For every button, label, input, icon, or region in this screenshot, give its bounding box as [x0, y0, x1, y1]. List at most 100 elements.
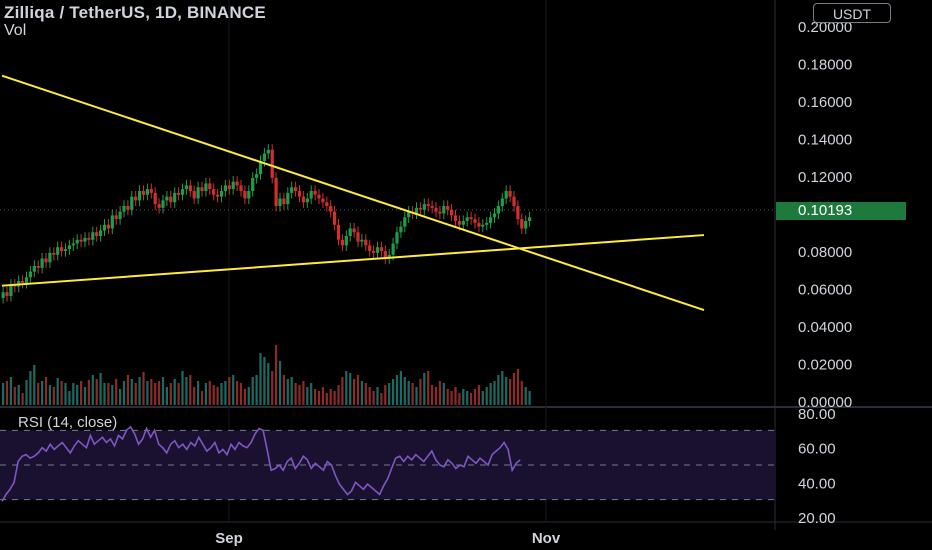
- volume-bar: [415, 387, 418, 405]
- candle-body: [524, 221, 528, 229]
- volume-bar: [228, 377, 231, 405]
- volume-bar: [193, 387, 196, 405]
- candle-body: [192, 191, 196, 199]
- rsi-indicator-label[interactable]: RSI (14, close): [18, 414, 118, 431]
- candle-body: [340, 239, 344, 246]
- volume-bar: [306, 387, 309, 405]
- candle-body: [87, 237, 91, 240]
- candle-body: [95, 232, 99, 236]
- volume-bar: [314, 389, 317, 405]
- volume-bar: [458, 393, 461, 405]
- volume-bar: [345, 371, 348, 405]
- candle-body: [196, 187, 200, 199]
- volume-bar: [317, 391, 321, 405]
- volume-bar: [119, 389, 122, 405]
- candle-body: [469, 217, 473, 220]
- volume-bar: [33, 365, 36, 405]
- candle-body: [5, 292, 9, 296]
- volume-bar: [68, 391, 71, 405]
- volume-bar: [520, 381, 523, 405]
- price-tick-label: 0.02000: [798, 357, 852, 374]
- candle-body: [60, 247, 64, 251]
- volume-bar: [282, 375, 285, 405]
- candle-body: [375, 247, 380, 253]
- volume-bar: [485, 387, 488, 405]
- volume-bar: [52, 387, 55, 405]
- volume-bar: [302, 381, 305, 405]
- volume-bar: [419, 379, 422, 405]
- price-tick-label: 0.14000: [798, 132, 852, 149]
- last-price-tag: 0.10193: [776, 202, 906, 220]
- candle-body: [414, 207, 419, 214]
- candle-body: [227, 185, 231, 190]
- volume-bar: [48, 385, 51, 405]
- candle-body: [262, 153, 266, 161]
- candle-body: [219, 191, 224, 197]
- candle-body: [63, 249, 68, 251]
- time-tick-label[interactable]: Nov: [532, 530, 561, 547]
- candle-body: [297, 191, 302, 197]
- volume-bar: [509, 379, 512, 405]
- candle-body: [485, 222, 489, 225]
- candle-body: [446, 206, 450, 210]
- candle-body: [379, 247, 383, 251]
- volume-bar: [161, 377, 165, 405]
- candle-body: [450, 209, 454, 216]
- volume-bar: [130, 379, 133, 405]
- candle-body: [520, 219, 524, 229]
- volume-bar: [446, 389, 449, 405]
- volume-bar: [403, 377, 406, 405]
- candle-body: [130, 196, 134, 210]
- volume-bar: [470, 393, 473, 405]
- candle-body: [231, 181, 235, 190]
- candle-body: [204, 183, 208, 191]
- candle-body: [32, 266, 36, 272]
- volume-bar: [442, 383, 445, 405]
- candle-body: [235, 181, 239, 186]
- candle-body: [473, 219, 477, 223]
- candle-body: [28, 271, 32, 278]
- volume-bar: [243, 389, 246, 405]
- volume-bar: [431, 385, 434, 405]
- volume-bar: [392, 379, 395, 405]
- trendline[interactable]: [1, 74, 705, 312]
- volume-bar: [44, 377, 48, 405]
- time-tick-label[interactable]: Sep: [215, 530, 243, 547]
- currency-button[interactable]: USDT: [813, 3, 891, 23]
- volume-bar: [278, 361, 282, 405]
- candle-body: [177, 192, 181, 195]
- volume-bar: [505, 377, 508, 405]
- candle-body: [399, 226, 403, 233]
- candle-body: [512, 196, 516, 206]
- candle-body: [126, 206, 130, 210]
- volume-bar: [21, 393, 24, 405]
- candle-body: [71, 243, 75, 246]
- candle-body: [489, 217, 493, 223]
- volume-bar: [395, 375, 399, 405]
- candle-body: [36, 266, 40, 268]
- candle-body: [184, 185, 188, 190]
- volume-bar: [368, 387, 371, 405]
- volume-bar: [423, 373, 426, 405]
- symbol-title[interactable]: Zilliqa / TetherUS, 1D, BINANCE: [4, 3, 266, 22]
- candle-body: [403, 217, 407, 227]
- volume-bar: [197, 381, 200, 405]
- volume-bar: [122, 381, 126, 405]
- volume-bar: [407, 381, 410, 405]
- volume-bar: [25, 380, 28, 405]
- candle-body: [528, 217, 532, 221]
- candle-body: [278, 198, 282, 206]
- volume-bar: [411, 383, 414, 405]
- trendline[interactable]: [1, 234, 705, 287]
- volume-bar: [337, 385, 340, 405]
- candle-body: [153, 192, 157, 205]
- volume-bar: [349, 373, 352, 405]
- candle-body: [173, 192, 177, 203]
- volume-bar: [294, 383, 297, 405]
- candle-body: [321, 198, 325, 203]
- candle-body: [426, 204, 430, 206]
- volume-bar: [115, 379, 118, 405]
- candle-body: [453, 215, 458, 221]
- volume-bar: [247, 387, 250, 405]
